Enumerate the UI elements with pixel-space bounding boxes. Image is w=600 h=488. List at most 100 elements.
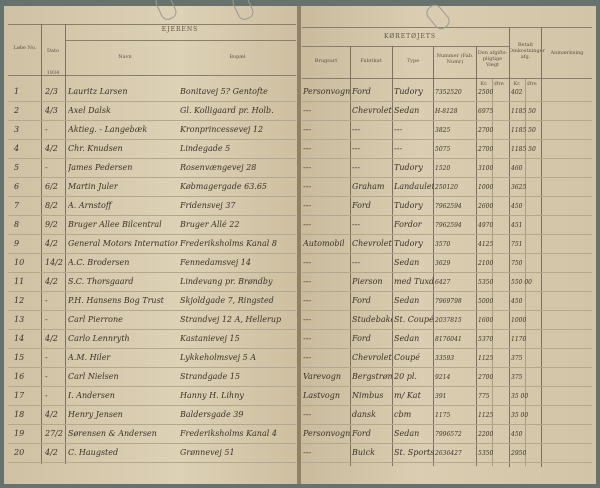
rule — [433, 46, 434, 466]
vehicle-use: --- — [303, 410, 312, 419]
vehicle-use: --- — [303, 201, 312, 210]
vehicle-weight: 2200 — [478, 431, 494, 438]
fee-paid: 375 — [511, 374, 523, 381]
table-row — [302, 443, 592, 463]
entry-number: 7 — [14, 201, 20, 210]
table-row — [302, 215, 592, 235]
vehicle-weight: 2700 — [478, 146, 494, 153]
rule — [302, 78, 592, 79]
table-row — [302, 253, 592, 273]
table-row — [8, 234, 296, 254]
table-row — [8, 253, 296, 273]
owner-name: James Pedersen — [68, 163, 133, 172]
vehicle-number: 1175 — [435, 412, 451, 419]
table-row — [8, 101, 296, 121]
owner-address: Frederiksholms Kanal 4 — [180, 429, 277, 438]
table-row — [8, 158, 296, 178]
entry-number: 11 — [14, 277, 25, 286]
entry-number: 17 — [14, 391, 25, 400]
vehicle-type: Fordor — [394, 220, 422, 229]
vehicle-type: m/ Kat — [394, 391, 421, 400]
vehicle-use: --- — [303, 448, 312, 457]
vehicle-type: Tudory — [394, 163, 423, 172]
owner-address: Frederiksholms Kanal 8 — [180, 239, 277, 248]
vehicle-type: 20 pl. — [394, 372, 417, 381]
owner-address: Skjoldgade 7, Ringsted — [180, 296, 274, 305]
header-ore: Øre — [494, 81, 504, 87]
entry-number: 5 — [14, 163, 20, 172]
table-row — [302, 291, 592, 311]
fee-paid: 35 00 — [511, 393, 529, 400]
vehicle-make: Chevrolet — [352, 239, 392, 248]
vehicle-make: Graham — [352, 182, 385, 191]
header-no: Løbe No. — [13, 45, 37, 51]
entry-date: - — [45, 296, 48, 305]
vehicle-weight: 1600 — [478, 317, 494, 324]
vehicle-make: --- — [352, 125, 361, 134]
owner-name: Carlo Lennryth — [68, 334, 130, 343]
header-ore-paid: Øre — [527, 81, 537, 87]
vehicle-type: Sedan — [394, 334, 420, 343]
table-row — [302, 310, 592, 330]
fee-paid: 3625 — [511, 184, 527, 191]
table-row — [302, 424, 592, 444]
entry-date: - — [45, 315, 48, 324]
vehicle-number: 5075 — [435, 146, 451, 153]
vehicle-type: med Tuxdel — [394, 277, 434, 286]
owner-name: Chr. Knudsen — [68, 144, 123, 153]
owner-address: Lindevang pr. Brøndby — [180, 277, 273, 286]
rule — [66, 40, 296, 41]
owner-address: Hanny H. Lihny — [180, 391, 244, 400]
entry-number: 18 — [14, 410, 25, 419]
entry-date: 4/2 — [45, 334, 58, 343]
vehicle-make: Studebaker — [352, 315, 392, 324]
vehicle-make: --- — [352, 144, 361, 153]
owner-address: Baldersgade 39 — [180, 410, 244, 419]
table-row — [8, 367, 296, 387]
header-date: Dato — [46, 48, 59, 54]
vehicle-number: 6427 — [435, 279, 451, 286]
vehicle-use: --- — [303, 258, 312, 267]
entry-number: 2 — [14, 106, 20, 115]
fee-paid: 1000 — [511, 317, 527, 324]
vehicle-number: 7969798 — [435, 298, 462, 305]
vehicle-weight: 5350 — [478, 450, 494, 457]
entry-number: 3 — [14, 125, 20, 134]
entry-number: 16 — [14, 372, 25, 381]
vehicle-weight: 5350 — [478, 279, 494, 286]
table-row — [302, 367, 592, 387]
table-row — [8, 196, 296, 216]
vehicle-weight: 1000 — [478, 184, 494, 191]
owner-address: Kastanievej 15 — [180, 334, 240, 343]
vehicle-number: 8176041 — [435, 336, 462, 343]
header-owner: EJERENS — [161, 26, 199, 33]
fee-paid: 375 — [511, 355, 523, 362]
vehicle-make: --- — [352, 258, 361, 267]
entry-date: 4/3 — [45, 106, 58, 115]
header-weight: Den afgifts-pligtige Vægt — [477, 50, 508, 68]
vehicle-make: Ford — [352, 334, 371, 343]
owner-name: I. Andersen — [68, 391, 115, 400]
header-vehicle: KØRETØJETS — [384, 33, 436, 40]
table-row — [302, 386, 592, 406]
vehicle-use: Varevogn — [303, 372, 341, 381]
entry-number: 19 — [14, 429, 25, 438]
owner-address: Bonitavej 5? Gentofte — [180, 87, 268, 96]
owner-address: Fennedamsvej 14 — [180, 258, 251, 267]
vehicle-number: 33593 — [435, 355, 455, 362]
entry-number: 4 — [14, 144, 20, 153]
vehicle-type: St. Sports — [394, 448, 434, 457]
vehicle-type: --- — [394, 144, 403, 153]
owner-address: Bruger Allé 22 — [180, 220, 240, 229]
vehicle-make: Ford — [352, 296, 371, 305]
vehicle-number: 3629 — [435, 260, 451, 267]
vehicle-use: --- — [303, 106, 312, 115]
fee-paid: 550 00 — [511, 279, 532, 286]
vehicle-number: 3825 — [435, 127, 451, 134]
vehicle-weight: 2500 — [478, 89, 494, 96]
header-use: Brugsart — [314, 58, 338, 64]
vehicle-type: Sedan — [394, 106, 420, 115]
owner-address: Rosenvængevej 28 — [180, 163, 257, 172]
table-row — [302, 348, 592, 368]
rule — [8, 75, 296, 76]
